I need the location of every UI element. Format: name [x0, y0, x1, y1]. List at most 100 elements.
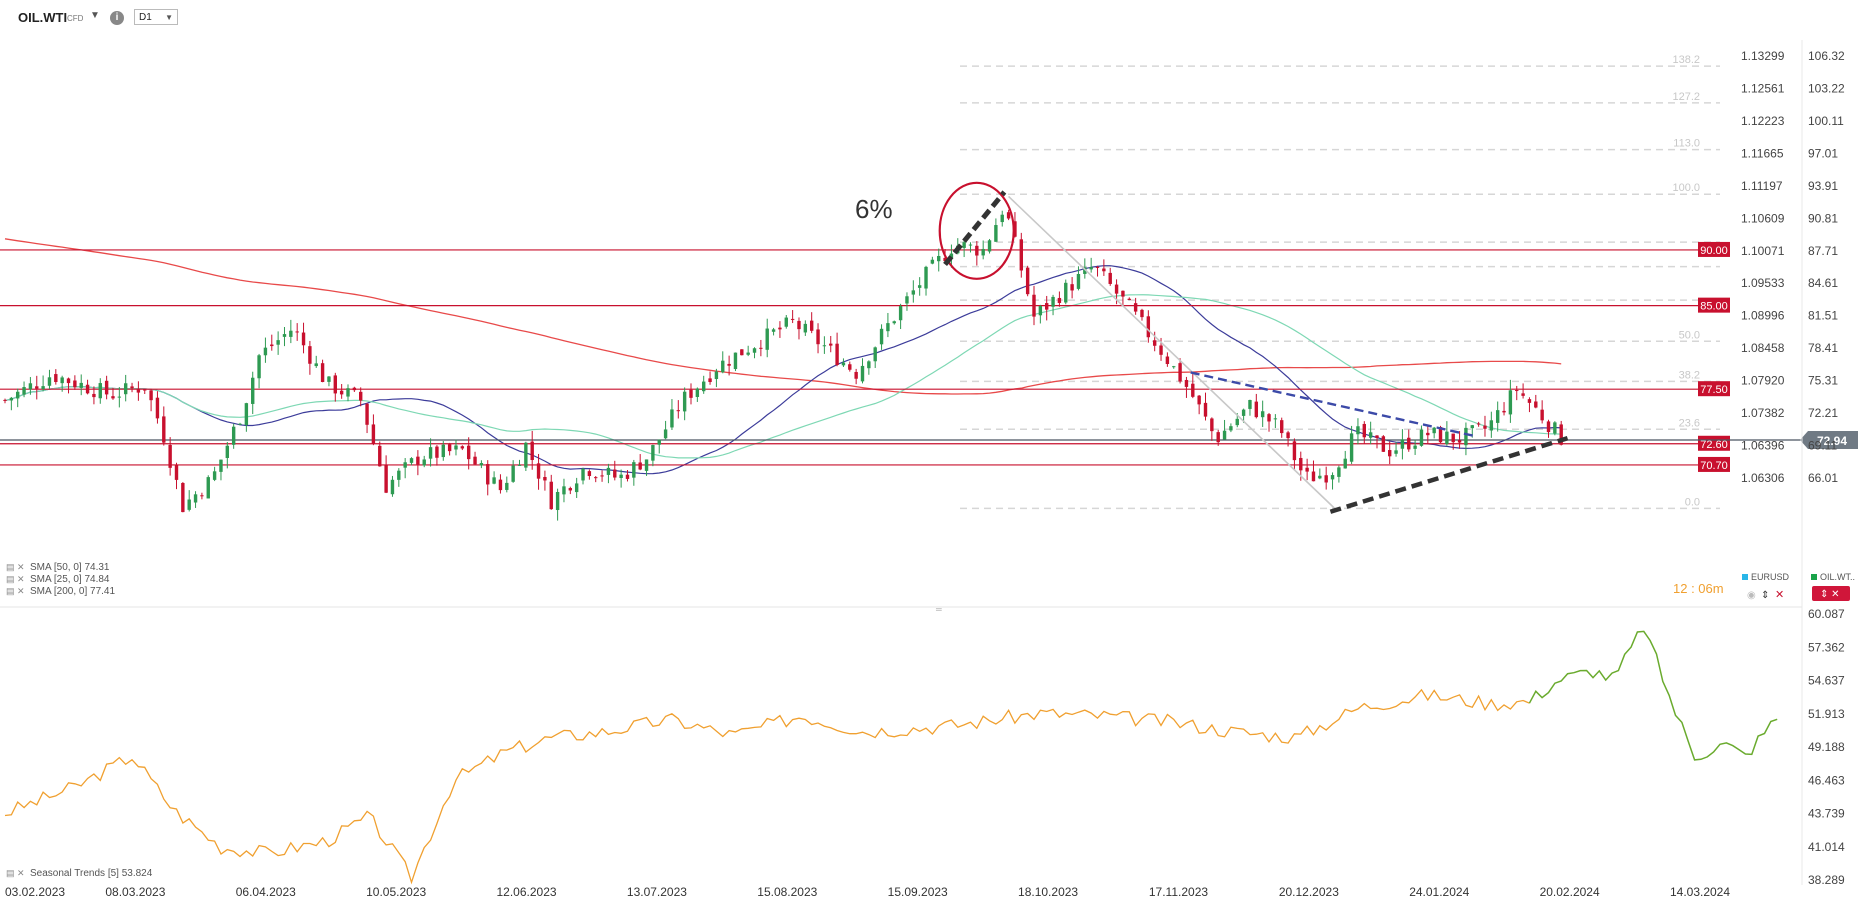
fibonacci-retracement: 138.2 127.2 113.0 100.0 50.0 38.2 23.6 0.0: [960, 54, 1720, 510]
chevron-down-icon: ▼: [165, 13, 173, 22]
candle-body: [1216, 432, 1220, 443]
price-axis-label: 100.11: [1808, 114, 1844, 128]
sma25-line: [4, 265, 1562, 475]
candle-body: [835, 343, 839, 365]
candle-body: [441, 444, 445, 458]
candle-body: [1000, 214, 1004, 223]
eurusd-axis-label: 1.13299: [1741, 49, 1785, 63]
candle-body: [123, 383, 128, 395]
candle-body: [155, 397, 160, 419]
candle-body: [1356, 426, 1360, 435]
candle-body: [892, 321, 896, 324]
candle-body: [263, 347, 268, 356]
fib-level-label: 100.0: [1672, 182, 1700, 194]
candle-body: [486, 464, 490, 485]
seasonal-legend-label: Seasonal Trends [5] 53.824: [30, 868, 153, 879]
symbol-name[interactable]: OIL.WTI: [18, 10, 68, 25]
seasonal-axis-label: 57.362: [1808, 640, 1845, 654]
candle-body: [1337, 467, 1341, 477]
fib-level-label: 127.2: [1672, 91, 1700, 103]
candle-body: [200, 495, 204, 497]
legend-toggle-icon: ▤ ✕: [6, 586, 25, 596]
candle-body: [238, 423, 242, 425]
toolbar: OIL.WTI CFD ▼ i D1 ▼: [0, 0, 1866, 36]
candle-body: [854, 371, 858, 379]
candle-body: [1413, 445, 1417, 449]
candle-body: [1248, 399, 1252, 409]
candle-body: [809, 320, 814, 331]
candle-body: [1121, 290, 1125, 297]
candle-body: [994, 225, 998, 242]
candle-body: [797, 320, 801, 330]
candle-body: [327, 376, 331, 382]
candle-body: [1502, 410, 1506, 413]
candle-body: [231, 426, 236, 445]
candle-body: [47, 377, 52, 386]
moving-averages: [4, 238, 1562, 475]
legend-sma-label: SMA [50, 0] 74.31: [30, 562, 110, 573]
eurusd-axis-label: 1.11197: [1741, 179, 1783, 193]
candle-body: [371, 424, 376, 444]
candle-body: [1324, 475, 1328, 483]
fib-level-label: 50.0: [1679, 329, 1700, 341]
candle-body: [784, 317, 788, 327]
panel-resize-handle: ═: [935, 605, 942, 614]
eurusd-axis-label: 1.07920: [1741, 374, 1785, 388]
eurusd-axis-label: 1.10071: [1741, 244, 1785, 258]
candle-body: [1140, 309, 1144, 318]
candle-body: [111, 396, 115, 399]
candle-body: [143, 389, 147, 391]
date-axis: 03.02.2023 08.03.2023 06.04.2023 10.05.2023…: [5, 885, 1730, 899]
candle-body: [1260, 411, 1265, 418]
price-axis-label: 97.01: [1808, 146, 1838, 160]
candle-body: [708, 378, 712, 383]
date-axis-label: 14.03.2024: [1670, 885, 1730, 899]
candle-body: [1013, 221, 1017, 237]
candle-body: [1025, 267, 1030, 295]
seasonal-axis-label: 43.739: [1808, 807, 1845, 821]
candle-body: [276, 340, 280, 345]
candle-body: [651, 445, 655, 461]
candle-body: [92, 393, 96, 398]
candle-body: [613, 469, 617, 478]
candle-body: [1165, 356, 1170, 364]
price-level-badge: [1698, 297, 1730, 313]
candle-body: [1489, 420, 1494, 431]
fib-anchor-line: [1008, 195, 1336, 509]
candle-body: [1419, 429, 1424, 446]
candle-body: [365, 403, 369, 425]
candle-body: [1438, 427, 1443, 443]
candle-body: [1400, 439, 1405, 449]
candle-body: [1057, 297, 1062, 303]
candle-body: [1445, 431, 1449, 444]
candle-body: [930, 259, 935, 264]
info-icon[interactable]: i: [110, 11, 124, 25]
overlay-color-swatch: [1742, 574, 1748, 580]
symbol-dropdown-icon[interactable]: ▼: [90, 10, 100, 21]
candle-body: [524, 442, 528, 468]
candle-body: [320, 363, 325, 382]
seasonal-axis-label: 46.463: [1808, 773, 1845, 787]
candle-body: [1318, 475, 1322, 479]
date-axis-label: 15.08.2023: [757, 885, 817, 899]
candle-body: [339, 390, 344, 395]
candle-body: [117, 396, 122, 398]
timeframe-select[interactable]: D1 ▼: [134, 9, 178, 25]
eurusd-axis-label: 1.06396: [1741, 439, 1785, 453]
candle-body: [1051, 296, 1055, 307]
candle-body: [9, 397, 14, 401]
candle-body: [1178, 363, 1182, 382]
eurusd-axis-label: 1.08996: [1741, 309, 1785, 323]
candle-body: [771, 329, 776, 332]
candle-body: [308, 346, 312, 364]
candle-body: [333, 375, 337, 394]
candle-body: [403, 462, 407, 468]
candle-body: [1451, 433, 1455, 443]
overlay-name: OIL.WT..: [1820, 572, 1855, 582]
candle-body: [1070, 284, 1074, 291]
timeframe-value: D1: [139, 12, 152, 23]
price-level-label: 70.70: [1700, 460, 1728, 472]
candle-body: [1515, 390, 1519, 392]
date-axis-label: 20.12.2023: [1279, 885, 1339, 899]
